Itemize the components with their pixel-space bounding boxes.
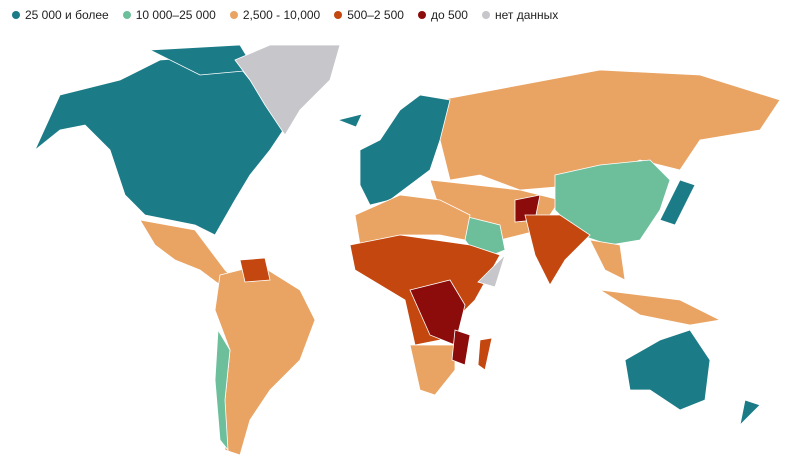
legend-swatch bbox=[334, 11, 343, 19]
southern-africa bbox=[409, 344, 456, 396]
new-zealand bbox=[739, 399, 761, 427]
australia bbox=[624, 329, 711, 411]
legend-item: 25 000 и более bbox=[12, 8, 109, 22]
legend-label: нет данных bbox=[494, 8, 559, 22]
india bbox=[524, 214, 591, 286]
venezuela bbox=[239, 257, 271, 283]
south-america bbox=[214, 264, 316, 456]
legend-item: 500–2 500 bbox=[334, 8, 404, 22]
russia bbox=[439, 69, 781, 191]
legend-label: 25 000 и более bbox=[25, 8, 109, 22]
legend-item: 2,500 - 10,000 bbox=[229, 8, 321, 22]
legend: 25 000 и более 10 000–25 000 2,500 - 10,00… bbox=[12, 8, 558, 22]
legend-swatch bbox=[12, 11, 20, 19]
legend-label: до 500 bbox=[430, 8, 468, 22]
legend-item: 10 000–25 000 bbox=[122, 8, 216, 22]
legend-label: 2,500 - 10,000 bbox=[242, 8, 321, 22]
legend-swatch bbox=[122, 11, 131, 19]
legend-swatch bbox=[481, 11, 490, 19]
southeast-asia bbox=[589, 239, 626, 281]
legend-swatch bbox=[229, 11, 238, 19]
greenland bbox=[234, 44, 341, 136]
chile bbox=[214, 328, 231, 452]
indonesia bbox=[599, 289, 722, 326]
europe bbox=[359, 94, 451, 206]
iceland bbox=[336, 113, 363, 128]
legend-label: 500–2 500 bbox=[347, 8, 404, 22]
legend-item: нет данных bbox=[481, 8, 559, 22]
madagascar bbox=[477, 337, 493, 371]
central-africa bbox=[409, 279, 466, 346]
legend-swatch bbox=[417, 11, 426, 19]
somalia bbox=[477, 254, 506, 288]
legend-item: до 500 bbox=[417, 8, 468, 22]
mozambique bbox=[451, 329, 471, 366]
japan bbox=[659, 179, 696, 226]
legend-label: 10 000–25 000 bbox=[135, 8, 216, 22]
